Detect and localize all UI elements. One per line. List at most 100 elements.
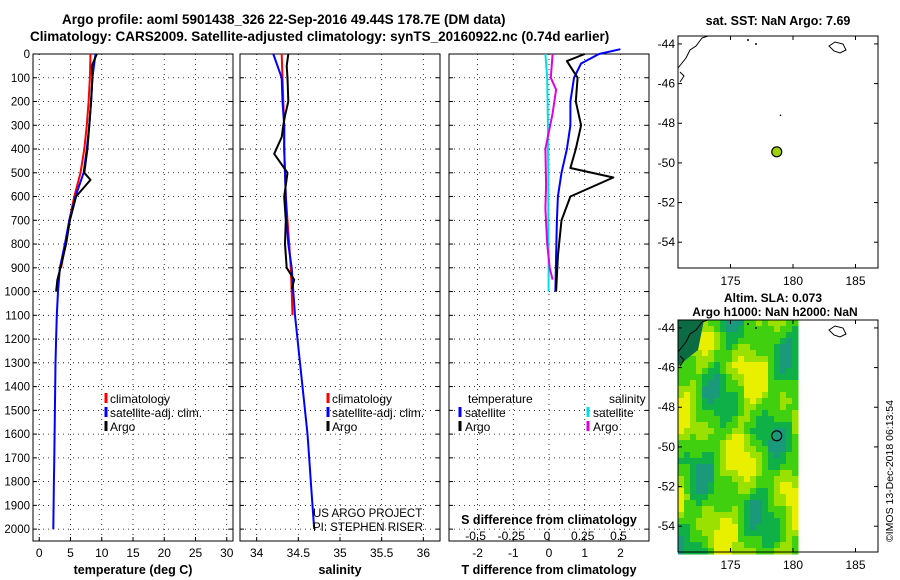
sla-heatmap-cell — [738, 326, 745, 333]
sla-heatmap-cell — [708, 440, 715, 447]
sla-heatmap-cell — [684, 428, 691, 435]
depth-tick-label: 1700 — [4, 453, 30, 465]
panel3-xtick2-label: -0.25 — [498, 529, 526, 543]
sla-map-xtick-label: 175 — [720, 558, 740, 572]
sla-heatmap-cell — [762, 344, 769, 351]
sla-heatmap-cell — [768, 410, 775, 417]
sla-heatmap-cell — [720, 488, 727, 495]
sla-heatmap-cell — [690, 434, 697, 441]
sla-heatmap-cell — [756, 374, 763, 381]
sla-heatmap-cell — [684, 398, 691, 405]
sla-heatmap-cell — [678, 524, 685, 531]
sla-heatmap-cell — [726, 530, 733, 537]
sla-heatmap-cell — [714, 440, 721, 447]
sla-heatmap-cell — [720, 476, 727, 483]
sla-heatmap-cell — [774, 530, 781, 537]
sla-heatmap-cell — [750, 548, 757, 555]
sst-map-ytick-label: -46 — [658, 77, 676, 91]
sla-heatmap-cell — [756, 530, 763, 537]
sla-heatmap-cell — [786, 380, 793, 387]
sla-heatmap-cell — [702, 368, 709, 375]
sla-heatmap-cell — [744, 338, 751, 345]
sla-heatmap-cell — [780, 392, 787, 399]
sla-heatmap-cell — [768, 386, 775, 393]
sla-heatmap-cell — [690, 428, 697, 435]
sla-heatmap-cell — [786, 530, 793, 537]
sla-heatmap-cell — [684, 464, 691, 471]
panel3-xtick-label: 1 — [581, 546, 588, 560]
sla-heatmap-cell — [756, 422, 763, 429]
sla-heatmap-cell — [750, 410, 757, 417]
sla-map-frame — [677, 319, 879, 553]
sla-heatmap-cell — [696, 434, 703, 441]
sla-map-argo-marker — [771, 430, 783, 442]
panel3-legend-label: satellite — [593, 406, 634, 420]
sla-heatmap-cell — [786, 434, 793, 441]
sla-heatmap-cell — [774, 542, 781, 549]
sla-heatmap-cell — [714, 494, 721, 501]
sla-heatmap-cell — [768, 542, 775, 549]
sla-heatmap-cell — [774, 320, 781, 327]
sla-heatmap-cell — [738, 440, 745, 447]
sla-heatmap-cell — [720, 368, 727, 375]
sla-heatmap-cell — [732, 440, 739, 447]
sla-heatmap-cell — [720, 518, 727, 525]
sla-heatmap-cell — [750, 464, 757, 471]
sla-heatmap-cell — [792, 422, 799, 429]
sla-heatmap-cell — [768, 464, 775, 471]
sla-heatmap-cell — [762, 380, 769, 387]
sla-heatmap-cell — [684, 458, 691, 465]
sla-heatmap-cell — [786, 548, 793, 555]
sla-heatmap-cell — [690, 386, 697, 393]
sla-heatmap-cell — [750, 506, 757, 513]
sla-heatmap-cell — [768, 524, 775, 531]
sla-heatmap-cell — [684, 530, 691, 537]
sla-heatmap-cell — [738, 518, 745, 525]
panel3-legend-label: Argo — [593, 420, 619, 434]
panel1-xtick-label: 25 — [189, 546, 203, 560]
sla-heatmap-cell — [696, 356, 703, 363]
sla-heatmap-cell — [786, 428, 793, 435]
sla-heatmap-cell — [750, 326, 757, 333]
sla-heatmap-cell — [750, 386, 757, 393]
panel2-xtick-label: 34 — [250, 546, 264, 560]
sla-heatmap-cell — [714, 416, 721, 423]
sla-heatmap-cell — [702, 374, 709, 381]
sla-heatmap-cell — [720, 464, 727, 471]
sla-heatmap-cell — [750, 362, 757, 369]
depth-tick-label: 200 — [11, 97, 30, 109]
sla-heatmap-cell — [792, 530, 799, 537]
sla-heatmap-cell — [762, 410, 769, 417]
sla-heatmap-cell — [738, 524, 745, 531]
sla-heatmap-cell — [732, 536, 739, 543]
sla-heatmap-cell — [714, 392, 721, 399]
sla-heatmap-cell — [714, 326, 721, 333]
sla-heatmap-cell — [732, 446, 739, 453]
sla-heatmap-cell — [768, 368, 775, 375]
sla-heatmap-cell — [756, 398, 763, 405]
sla-heatmap-cell — [768, 326, 775, 333]
sla-heatmap-cell — [726, 512, 733, 519]
sla-heatmap-cell — [750, 530, 757, 537]
sla-heatmap-cell — [768, 344, 775, 351]
sla-heatmap-cell — [792, 416, 799, 423]
sla-heatmap-cell — [786, 332, 793, 339]
sla-heatmap-cell — [738, 488, 745, 495]
sla-heatmap-cell — [768, 332, 775, 339]
sla-heatmap-cell — [762, 530, 769, 537]
sla-heatmap-cell — [786, 338, 793, 345]
sla-heatmap-cell — [732, 422, 739, 429]
sla-heatmap-cell — [708, 458, 715, 465]
sla-map-ytick-label: -48 — [658, 400, 676, 414]
sla-heatmap-cell — [774, 500, 781, 507]
sla-heatmap-cell — [756, 512, 763, 519]
sla-heatmap-cell — [690, 452, 697, 459]
sla-heatmap-cell — [774, 326, 781, 333]
sla-heatmap-cell — [702, 434, 709, 441]
sst-map-coastline — [679, 71, 685, 83]
sla-heatmap-cell — [774, 488, 781, 495]
sla-heatmap-cell — [750, 416, 757, 423]
sla-heatmap-cell — [702, 458, 709, 465]
sla-heatmap-cell — [774, 380, 781, 387]
sla-heatmap-cell — [714, 512, 721, 519]
